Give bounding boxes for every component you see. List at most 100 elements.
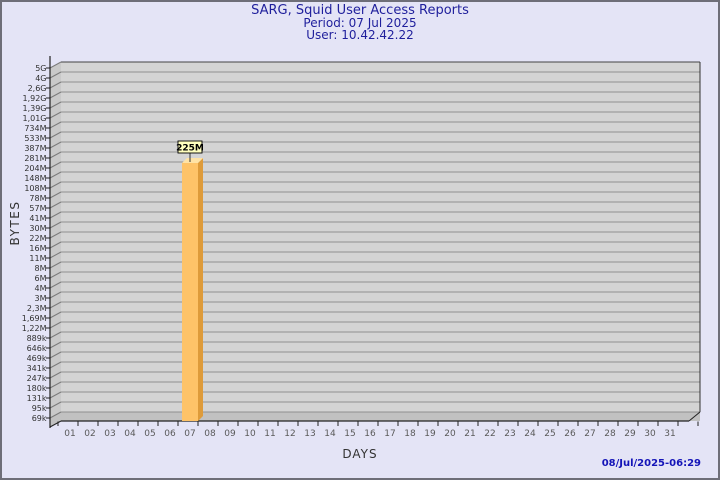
chart-header: SARG, Squid User Access Reports Period: …	[0, 4, 720, 41]
wall-diagonal	[49, 321, 62, 329]
wall-diagonal	[49, 221, 62, 229]
y-tick-label: 108M	[24, 184, 46, 193]
x-tick-label: 11	[264, 429, 275, 439]
y-tick-label: 204M	[24, 164, 46, 173]
wall-diagonal	[49, 201, 62, 209]
x-tick-label: 14	[324, 429, 336, 439]
y-axis-title: BYTES	[8, 200, 22, 246]
x-tick-label: 29	[624, 429, 636, 439]
x-tick-label: 30	[644, 429, 656, 439]
x-tick-label: 10	[244, 429, 256, 439]
wall-diagonal	[49, 371, 62, 379]
x-tick-label: 08	[204, 429, 216, 439]
x-tick-label: 04	[124, 429, 136, 439]
x-tick-label: 18	[404, 429, 416, 439]
x-tick-label: 15	[344, 429, 355, 439]
bar-top-face	[182, 158, 203, 163]
wall-diagonals	[49, 61, 62, 419]
x-tick-label: 01	[64, 429, 75, 439]
x-tick-label: 31	[664, 429, 675, 439]
wall-diagonal	[49, 391, 62, 399]
wall-diagonal	[49, 301, 62, 309]
y-tick-label: 4G	[35, 74, 46, 83]
y-tick-label: 2,3M	[27, 304, 47, 313]
wall-diagonal	[49, 211, 62, 219]
wall-diagonal	[49, 311, 62, 319]
x-tick-label: 20	[444, 429, 456, 439]
x-tick-labels: 01 02 03 04 05 06 07 08 09 10 11 12 13 14 15 16 17 18 19 20…	[64, 429, 675, 439]
y-tick-label: 11M	[29, 254, 46, 263]
floor-front-right-diagonal	[688, 411, 701, 422]
wall-diagonal	[49, 411, 62, 419]
wall-diagonal	[49, 261, 62, 269]
wall-diagonal	[49, 351, 62, 359]
y-tick-label: 5G	[35, 64, 46, 73]
y-tick-label: 69k	[32, 414, 47, 423]
y-tick-label: 131k	[27, 394, 47, 403]
x-tick-label: 05	[144, 429, 155, 439]
wall-diagonal	[49, 401, 62, 409]
chart-title: SARG, Squid User Access Reports	[251, 3, 469, 18]
wall-diagonal	[49, 61, 62, 69]
floor-front-left-diagonal	[49, 420, 62, 428]
generation-timestamp: 08/Jul/2025-06:29	[601, 458, 701, 469]
wall-diagonal	[49, 111, 62, 119]
wall-diagonal	[49, 151, 62, 159]
y-tick-label: 1,39G	[22, 104, 46, 113]
y-tick-label: 1,22M	[22, 324, 47, 333]
y-tick-label: 247k	[27, 374, 47, 383]
y-tick-label: 387M	[24, 144, 46, 153]
wall-diagonal	[49, 291, 62, 299]
x-tick-label: 19	[424, 429, 436, 439]
y-tick-label: 148M	[24, 174, 46, 183]
wall-diagonal	[49, 231, 62, 239]
x-tick-label: 24	[524, 429, 536, 439]
y-axis-ticks	[46, 67, 50, 419]
y-tick-label: 16M	[29, 244, 46, 253]
y-tick-label: 646k	[27, 344, 47, 353]
wall-diagonal	[49, 181, 62, 189]
x-tick-label: 17	[384, 429, 395, 439]
wall-diagonal	[49, 161, 62, 169]
x-tick-label: 07	[184, 429, 195, 439]
y-tick-label: 95k	[32, 404, 47, 413]
y-tick-label: 1,01G	[22, 114, 46, 123]
bar-side-face	[198, 158, 203, 421]
wall-diagonal	[49, 361, 62, 369]
x-tick-label: 28	[604, 429, 616, 439]
x-tick-label: 16	[364, 429, 376, 439]
y-tick-label: 1,69M	[22, 314, 47, 323]
x-tick-label: 26	[564, 429, 576, 439]
x-axis-ticks	[57, 421, 699, 426]
y-tick-labels: 5G4G2,6G1,92G1,39G1,01G734M533M387M281M2…	[22, 64, 47, 423]
wall-diagonal	[49, 131, 62, 139]
wall-diagonal	[49, 341, 62, 349]
y-tick-label: 1,92G	[22, 94, 46, 103]
bar-front-face	[182, 163, 198, 421]
y-tick-label: 180k	[27, 384, 47, 393]
floor	[61, 412, 700, 421]
y-tick-label: 41M	[29, 214, 46, 223]
chart-period-line: Period: 07 Jul 2025	[303, 16, 417, 30]
y-tick-label: 2,6G	[28, 84, 47, 93]
wall-diagonal	[49, 71, 62, 79]
y-tick-label: 3M	[35, 294, 47, 303]
wall-diagonal	[49, 91, 62, 99]
x-tick-label: 21	[464, 429, 475, 439]
y-tick-label: 341k	[27, 364, 47, 373]
plot-area	[61, 62, 700, 412]
y-tick-label: 78M	[29, 194, 46, 203]
wall-diagonal	[49, 381, 62, 389]
wall-diagonal	[49, 331, 62, 339]
wall-diagonal	[49, 251, 62, 259]
x-tick-label: 27	[584, 429, 595, 439]
wall-diagonal	[49, 191, 62, 199]
wall-diagonal	[49, 141, 62, 149]
y-tick-label: 6M	[35, 274, 47, 283]
x-tick-label: 25	[544, 429, 555, 439]
x-tick-label: 13	[304, 429, 315, 439]
left-wall	[50, 62, 61, 418]
x-tick-label: 03	[104, 429, 115, 439]
wall-diagonal	[49, 121, 62, 129]
floor-left-corner	[50, 412, 61, 427]
